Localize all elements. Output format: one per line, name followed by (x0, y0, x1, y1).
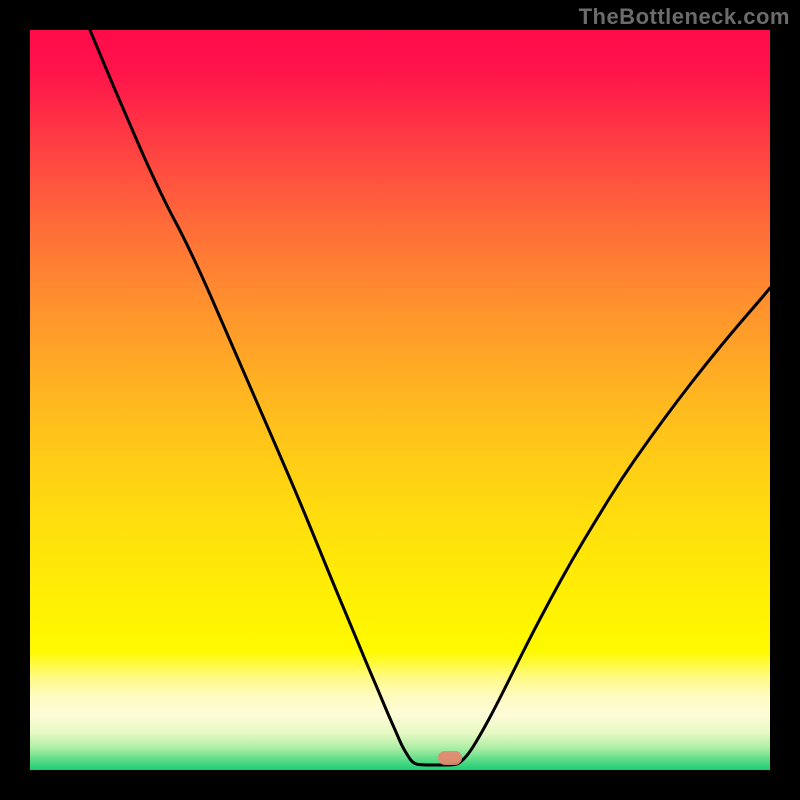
bottleneck-chart (30, 30, 770, 770)
bottleneck-marker (438, 751, 462, 765)
chart-frame: TheBottleneck.com (0, 0, 800, 800)
watermark-text: TheBottleneck.com (579, 4, 790, 30)
plot-background (30, 30, 770, 770)
